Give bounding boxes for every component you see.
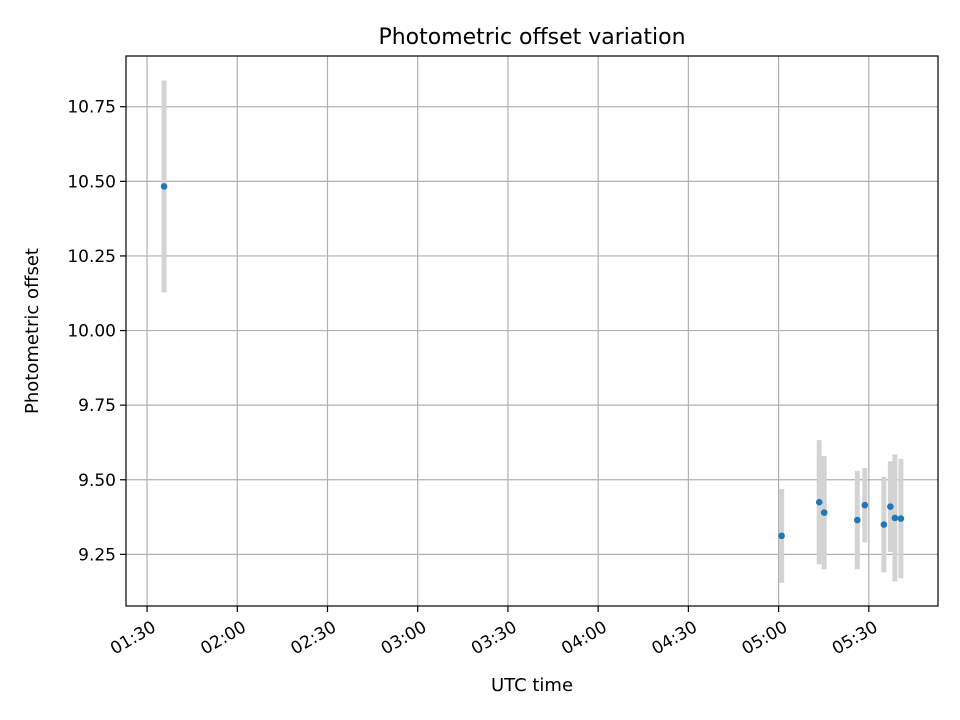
x-tick-label: 03:30 bbox=[468, 617, 520, 659]
y-tick-label: 10.50 bbox=[67, 172, 116, 192]
data-point bbox=[891, 514, 899, 522]
x-axis-ticks: 01:30 02:00 02:30 03:00 03:30 04:00 04:30 05:00… bbox=[107, 606, 881, 659]
grid bbox=[126, 56, 938, 606]
data-point bbox=[815, 498, 823, 506]
y-tick-label: 10.25 bbox=[67, 247, 116, 267]
data-points bbox=[160, 183, 905, 540]
data-point bbox=[160, 183, 168, 190]
x-tick-label: 01:30 bbox=[107, 617, 159, 659]
y-tick-label: 9.50 bbox=[78, 471, 116, 491]
y-tick-label: 10.75 bbox=[67, 98, 116, 118]
data-point bbox=[897, 515, 905, 522]
x-axis-label: UTC time bbox=[491, 675, 573, 696]
x-tick-label: 04:30 bbox=[648, 617, 700, 659]
y-axis-ticks: 9.25 9.50 9.75 10.00 10.25 10.50 10.75 bbox=[67, 98, 126, 565]
x-tick-label: 02:30 bbox=[288, 617, 340, 659]
x-tick-label: 03:00 bbox=[378, 617, 430, 659]
y-tick-label: 10.00 bbox=[67, 322, 116, 342]
y-axis-label: Photometric offset bbox=[22, 248, 43, 414]
data-point bbox=[887, 503, 894, 510]
data-point bbox=[820, 509, 828, 516]
error-bars bbox=[161, 80, 904, 583]
x-tick-label: 04:00 bbox=[558, 617, 610, 659]
chart-title: Photometric offset variation bbox=[378, 25, 685, 50]
x-tick-label: 05:30 bbox=[829, 617, 881, 659]
data-point bbox=[778, 532, 785, 540]
y-tick-label: 9.25 bbox=[78, 545, 116, 565]
data-point bbox=[854, 516, 861, 524]
x-tick-label: 05:00 bbox=[739, 617, 791, 659]
data-point bbox=[861, 501, 869, 509]
y-tick-label: 9.75 bbox=[78, 396, 116, 416]
data-point bbox=[880, 521, 888, 528]
x-tick-label: 02:00 bbox=[197, 617, 249, 659]
